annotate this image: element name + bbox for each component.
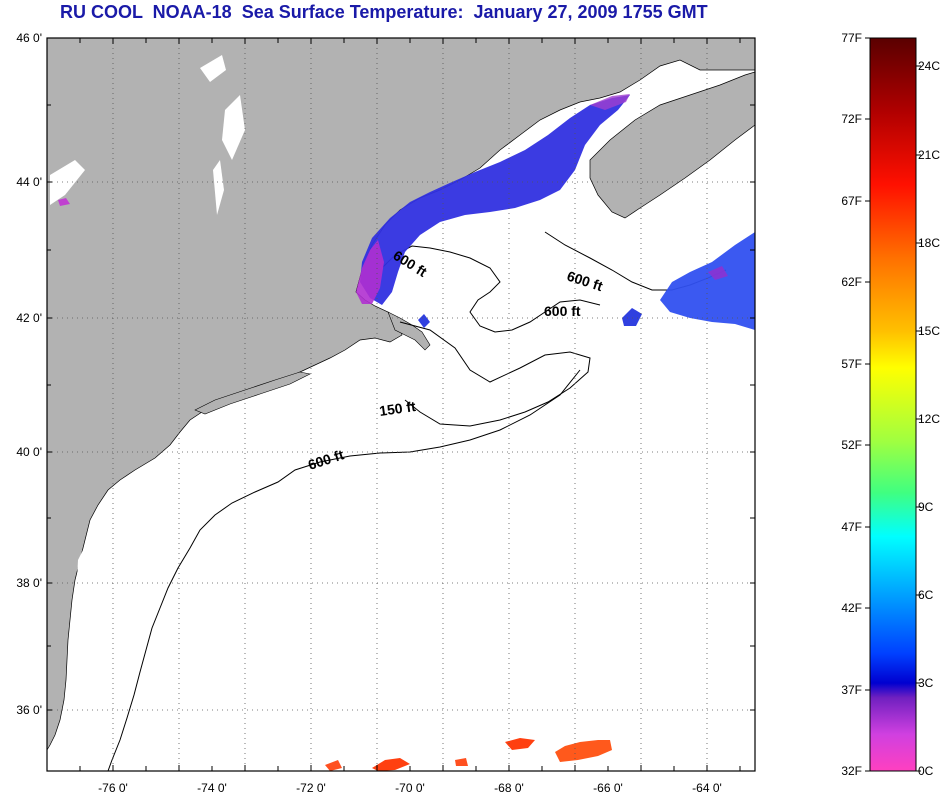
inland-lake-3 <box>213 160 224 215</box>
colorbar-label-3c: 3C <box>918 676 934 690</box>
colorbar-label-6c: 6C <box>918 588 934 602</box>
colorbar-label-52f: 52F <box>841 438 862 452</box>
colorbar-label-72f: 72F <box>841 112 862 126</box>
sst-gulf-stream-warm <box>555 740 612 762</box>
colorbar-label-24c: 24C <box>918 59 940 73</box>
sst-west-patch <box>58 198 70 206</box>
water-delaware-bay <box>115 495 140 535</box>
lat-label-40: 40 0' <box>16 445 42 459</box>
axis-ticks <box>47 37 755 771</box>
inland-lake-1 <box>200 55 226 82</box>
colorbar <box>869 37 917 772</box>
map-title: RU COOL NOAA-18 Sea Surface Temperature:… <box>60 2 708 22</box>
lat-lon-grid <box>47 38 755 771</box>
sst-coastal-violet-2 <box>590 94 630 110</box>
colorbar-label-47f: 47F <box>841 520 862 534</box>
contour-600ft-shelf <box>107 369 581 771</box>
lon-label-66: -66 0' <box>593 781 623 795</box>
contour-150ft <box>399 321 591 427</box>
lat-label-38: 38 0' <box>16 576 42 590</box>
lon-label-74: -74 0' <box>197 781 227 795</box>
lon-label-72: -72 0' <box>296 781 326 795</box>
sst-gulf-of-maine-cold <box>360 95 630 305</box>
sst-small-patch-2 <box>418 314 430 328</box>
colorbar-label-62f: 62F <box>841 275 862 289</box>
land-long-island <box>194 371 311 415</box>
inland-lake-4 <box>50 160 85 205</box>
lon-label-64: -64 0' <box>692 781 722 795</box>
colorbar-ticks <box>865 37 921 772</box>
land-cape-cod <box>387 311 431 351</box>
colorbar-label-37f: 37F <box>841 683 862 697</box>
lat-label-44: 44 0' <box>16 175 42 189</box>
inland-lake-2 <box>222 95 245 160</box>
colorbar-label-18c: 18C <box>918 236 940 250</box>
colorbar-label-15c: 15C <box>918 324 940 338</box>
lon-label-68: -68 0' <box>494 781 524 795</box>
sst-scotian-shelf-cold <box>660 232 755 330</box>
colorbar-label-77f: 77F <box>841 31 862 45</box>
contour-600ft <box>379 245 601 333</box>
sst-gulf-stream-warm-4 <box>325 760 342 771</box>
lat-label-46: 46 0' <box>16 31 42 45</box>
colorbar-label-0c: 0C <box>918 764 934 778</box>
colorbar-label-67f: 67F <box>841 194 862 208</box>
land-nova-scotia <box>589 71 755 219</box>
lat-label-36: 36 0' <box>16 703 42 717</box>
colorbar-label-9c: 9C <box>918 500 934 514</box>
colorbar-label-12c: 12C <box>918 412 940 426</box>
sst-small-patch <box>622 308 642 326</box>
colorbar-label-32f: 32F <box>841 764 862 778</box>
sst-scotian-violet <box>708 266 728 280</box>
water-chesapeake-bay <box>74 525 100 660</box>
contour-label-600ft-georges: 600 ft <box>544 303 581 319</box>
lon-label-70: -70 0' <box>395 781 425 795</box>
land-mainland <box>47 38 755 751</box>
colorbar-label-21c: 21C <box>918 148 940 162</box>
contour-label-150ft: 150 ft <box>378 398 417 419</box>
colorbar-label-42f: 42F <box>841 601 862 615</box>
sst-gulf-stream-warm-5 <box>455 758 468 766</box>
map-frame <box>46 37 756 772</box>
lon-label-76: -76 0' <box>98 781 128 795</box>
colorbar-label-57f: 57F <box>841 357 862 371</box>
sst-gulf-stream-warm-3 <box>372 758 410 771</box>
lat-label-42: 42 0' <box>16 311 42 325</box>
sst-gulf-stream-warm-2 <box>505 738 535 750</box>
